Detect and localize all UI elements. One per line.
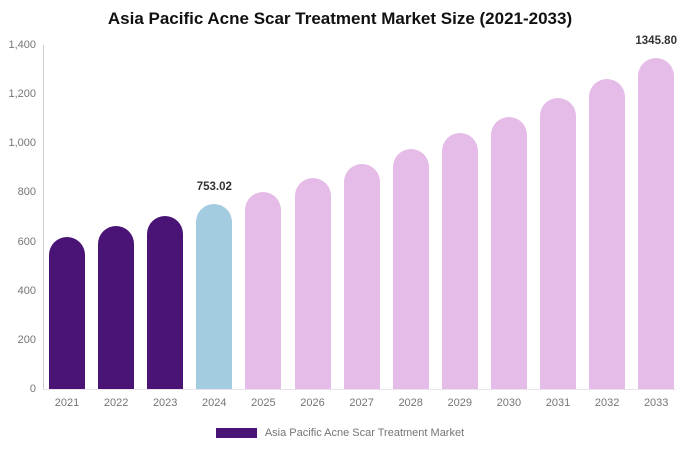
bar-2021[interactable] [49,236,85,389]
x-tick-label-2029: 2029 [447,397,473,409]
x-tick-label-2026: 2026 [300,397,325,409]
y-tick-label-600: 600 [17,235,36,248]
x-tick-label-2023: 2023 [152,397,178,409]
legend-label: Asia Pacific Acne Scar Treatment Market [264,427,465,439]
x-axis-baseline [43,389,676,390]
bar-2028[interactable] [392,149,429,389]
y-tick-label-1000: 1,000 [8,137,36,150]
x-tick-label-2025: 2025 [251,397,276,409]
y-tick-label-200: 200 [17,333,36,346]
bar-2032[interactable] [589,78,626,389]
bar-2025[interactable] [245,191,282,389]
x-tick-label-2033: 2033 [643,397,669,409]
bar-2027[interactable] [343,164,380,389]
x-tick-label-2021: 2021 [54,397,80,409]
bar-2030[interactable] [490,116,527,389]
x-tick-label-2027: 2027 [349,397,374,409]
y-tick-label-1400: 1,400 [8,39,36,51]
bar-2024[interactable] [196,203,233,389]
y-tick-label-800: 800 [17,186,36,199]
x-tick-label-2031: 2031 [545,397,571,409]
bar-2023[interactable] [147,215,184,389]
chart-title: Asia Pacific Acne Scar Treatment Market … [107,9,573,28]
bar-2022[interactable] [98,226,135,389]
bar-value-label-2033: 1345.80 [635,35,677,48]
x-tick-label-2022: 2022 [103,397,129,409]
bar-2033[interactable] [638,58,675,389]
x-tick-label-2024: 2024 [202,397,227,409]
x-tick-label-2032: 2032 [594,397,620,409]
y-tick-label-1200: 1,200 [8,88,36,101]
bar-2029[interactable] [441,133,478,389]
legend-swatch-icon [215,428,257,438]
x-tick-label-2028: 2028 [398,397,423,409]
legend: Asia Pacific Acne Scar Treatment Market [0,427,680,439]
y-tick-label-400: 400 [17,284,36,297]
bar-2031[interactable] [540,98,576,389]
bar-value-label-2024: 753.02 [196,180,232,193]
legend-item-market[interactable]: Asia Pacific Acne Scar Treatment Market [215,427,465,439]
y-axis-line [43,45,44,389]
bar-2026[interactable] [294,178,331,389]
y-tick-label-0: 0 [29,383,36,395]
x-tick-label-2030: 2030 [496,397,522,409]
